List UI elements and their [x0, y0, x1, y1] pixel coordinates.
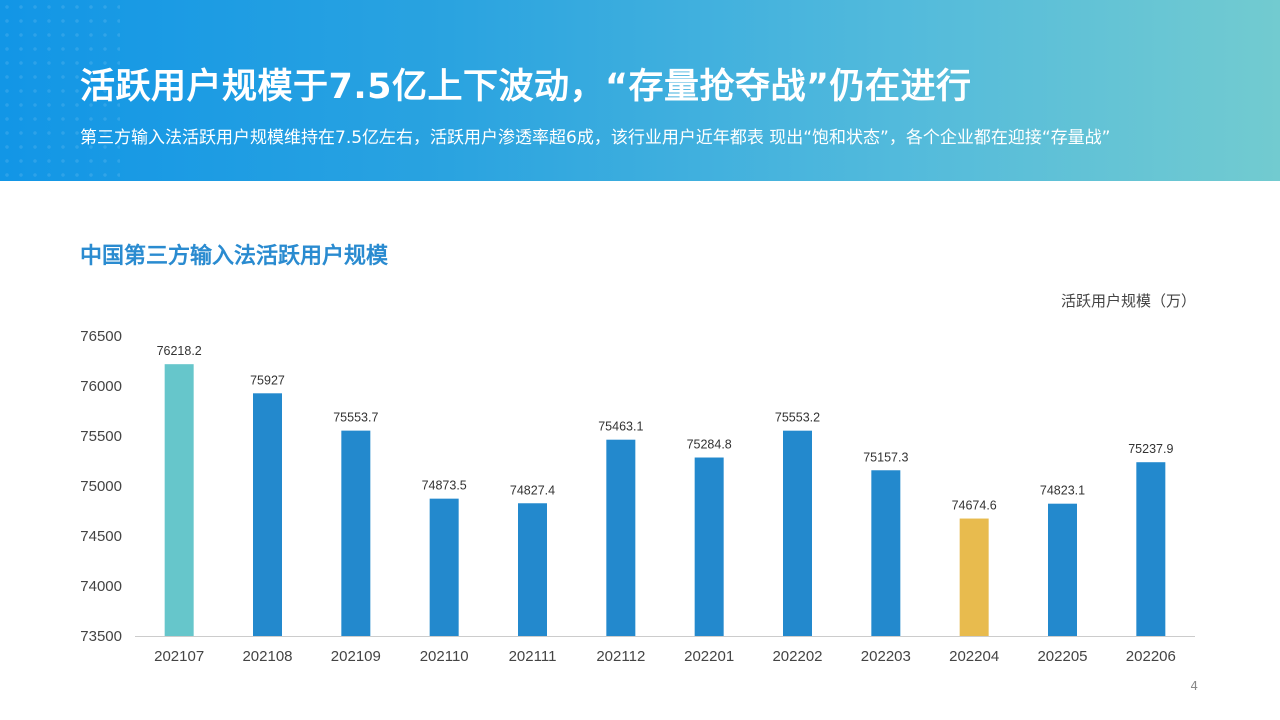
data-label: 75927: [250, 373, 285, 387]
data-label: 75237.9: [1128, 442, 1173, 456]
data-label: 75553.7: [333, 411, 378, 425]
y-tick-label: 74000: [80, 578, 122, 595]
header-banner: 活跃用户规模于7.5亿上下波动，“存量抢夺战”仍在进行 第三方输入法活跃用户规模…: [0, 0, 1280, 181]
bar: [959, 518, 989, 636]
x-tick-label: 202205: [1037, 648, 1087, 665]
data-label: 75463.1: [598, 420, 643, 434]
bar: [253, 393, 282, 636]
page-number: 4: [1190, 679, 1198, 693]
data-label: 76218.2: [157, 344, 202, 358]
decorative-dots: [0, 0, 120, 181]
x-tick-label: 202203: [861, 648, 911, 665]
x-tick-label: 202107: [154, 648, 204, 665]
bar: [1136, 462, 1166, 636]
x-tick-label: 202108: [242, 648, 292, 665]
bar: [429, 498, 459, 636]
y-tick-label: 75500: [80, 428, 122, 445]
page-title: 活跃用户规模于7.5亿上下波动，“存量抢夺战”仍在进行: [80, 67, 972, 107]
y-axis-unit-label: 活跃用户规模（万）: [1060, 292, 1196, 310]
x-tick-label: 202109: [331, 648, 381, 665]
x-tick-label: 202111: [509, 648, 557, 665]
chart-title: 中国第三方输入法活跃用户规模: [80, 244, 389, 269]
x-tick-label: 202204: [949, 648, 999, 665]
data-label: 75157.3: [863, 450, 908, 464]
data-label: 74873.5: [422, 479, 467, 493]
x-tick-label: 202202: [772, 648, 822, 665]
bar: [783, 430, 812, 636]
y-tick-label: 76000: [80, 378, 122, 395]
bar: [1048, 503, 1077, 636]
bar: [518, 503, 547, 636]
y-tick-label: 74500: [80, 528, 122, 545]
bar: [341, 430, 371, 636]
data-label: 75553.2: [775, 411, 820, 425]
page-subtitle: 第三方输入法活跃用户规模维持在7.5亿左右，活跃用户渗透率超6成，该行业用户近年…: [80, 128, 1111, 148]
data-label: 74823.1: [1040, 484, 1085, 498]
bar: [694, 457, 724, 636]
x-tick-label: 202206: [1126, 648, 1176, 665]
bar: [606, 439, 636, 636]
bar: [164, 364, 194, 636]
x-tick-label: 202110: [420, 648, 469, 665]
y-tick-label: 76500: [80, 328, 122, 345]
y-tick-label: 75000: [80, 478, 122, 495]
data-label: 75284.8: [687, 438, 732, 452]
bar: [871, 470, 901, 636]
y-tick-label: 73500: [80, 628, 122, 645]
data-label: 74674.6: [952, 499, 997, 513]
x-tick-label: 202201: [684, 648, 734, 665]
data-label: 74827.4: [510, 483, 555, 497]
x-tick-label: 202112: [596, 648, 645, 665]
